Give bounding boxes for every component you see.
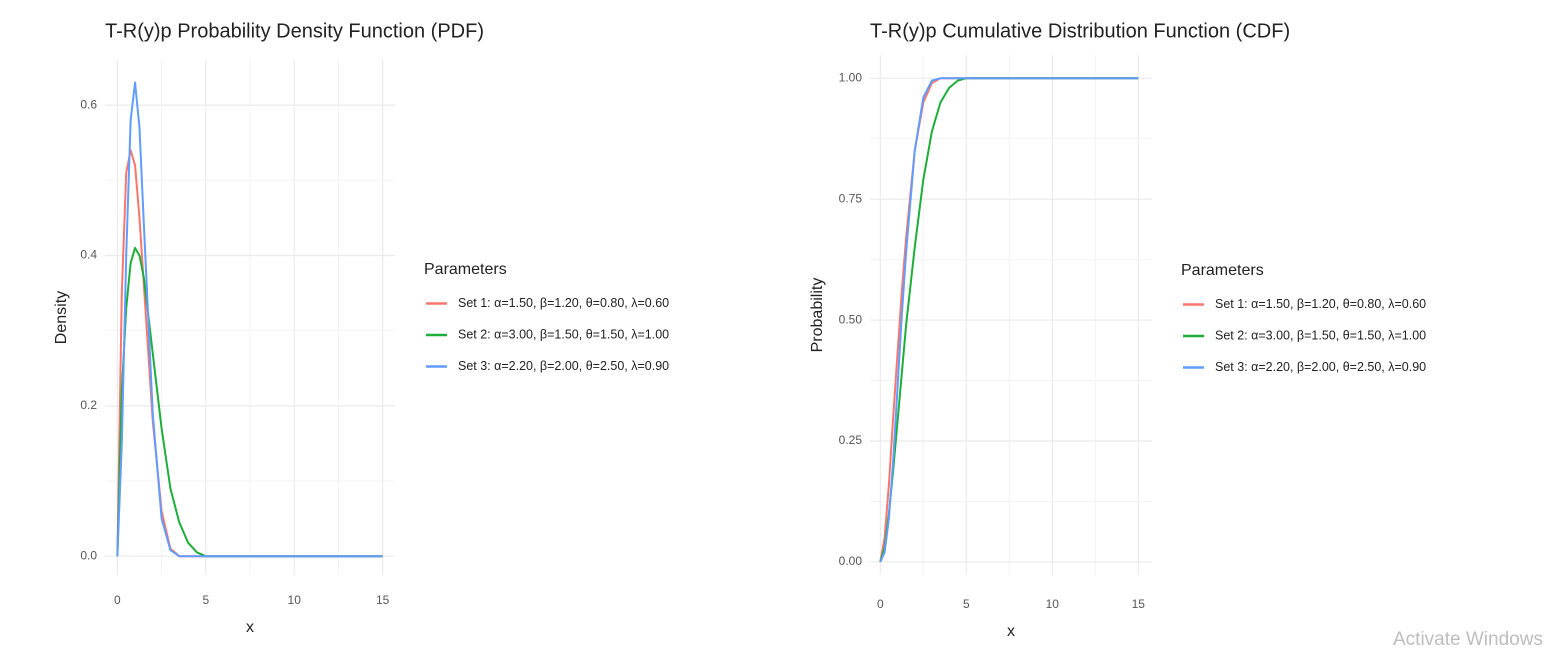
x-tick-label: 5 (202, 593, 209, 607)
series-line (116, 81, 383, 558)
x-tick-label: 0 (877, 597, 884, 611)
chart-title: T-R(y)p Probability Density Function (PD… (105, 20, 484, 42)
x-tick-label: 15 (376, 593, 390, 607)
legend-label: Set 3: α=2.20, β=2.00, θ=2.50, λ=0.90 (458, 359, 669, 373)
y-axis-label: Probability (809, 278, 826, 353)
legend-label: Set 2: α=3.00, β=1.50, θ=1.50, λ=1.00 (458, 327, 669, 341)
x-tick-label: 10 (288, 593, 302, 607)
legend-label: Set 1: α=1.50, β=1.20, θ=0.80, λ=0.60 (458, 296, 669, 310)
y-tick-label: 0.00 (839, 554, 863, 568)
x-tick-label: 10 (1046, 597, 1060, 611)
legend-label: Set 1: α=1.50, β=1.20, θ=0.80, λ=0.60 (1215, 297, 1426, 311)
y-tick-label: 0.0 (80, 548, 97, 562)
series-line (879, 77, 1139, 563)
y-tick-label: 0.25 (839, 433, 863, 447)
y-tick-label: 1.00 (839, 70, 863, 84)
legend-label: Set 2: α=3.00, β=1.50, θ=1.50, λ=1.00 (1215, 328, 1426, 342)
y-tick-label: 0.6 (80, 97, 97, 111)
x-tick-label: 0 (114, 593, 121, 607)
y-tick-label: 0.75 (839, 191, 863, 205)
legend-title: Parameters (424, 261, 507, 278)
y-tick-label: 0.2 (80, 398, 97, 412)
y-tick-label: 0.4 (80, 248, 97, 262)
y-tick-label: 0.50 (839, 312, 863, 326)
chart-title: T-R(y)p Cumulative Distribution Function… (870, 20, 1290, 42)
legend-title: Parameters (1181, 262, 1264, 279)
x-axis-label: x (246, 619, 254, 636)
legend-label: Set 3: α=2.20, β=2.00, θ=2.50, λ=0.90 (1215, 360, 1426, 374)
x-tick-label: 5 (963, 597, 970, 611)
watermark: Activate Windows (1393, 629, 1543, 648)
x-tick-label: 15 (1132, 597, 1146, 611)
y-axis-label: Density (53, 291, 70, 344)
x-axis-label: x (1007, 623, 1015, 640)
